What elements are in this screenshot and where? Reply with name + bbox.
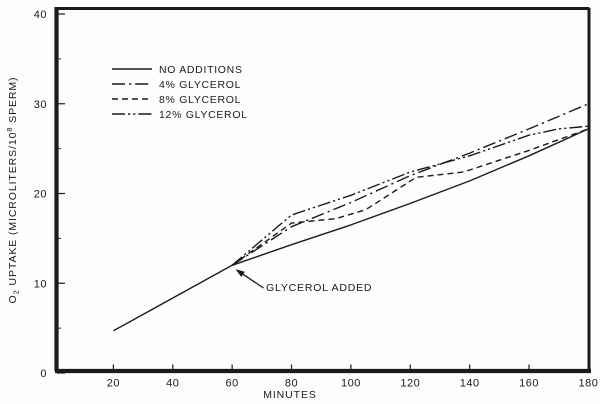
annotation-arrow: [242, 273, 264, 289]
series-line-12-glycerol: [231, 125, 589, 266]
x-axis: 20 40 60 80 100 120 140 160 180: [107, 364, 598, 390]
series-lines: [113, 103, 589, 332]
annotation-text: GLYCEROL ADDED: [266, 282, 372, 294]
series-line-no-additions: [113, 128, 589, 332]
y-tick-label: 0: [40, 368, 47, 380]
x-axis-title: MINUTES: [263, 389, 317, 401]
y-tick-label: 20: [34, 189, 47, 201]
series-line-8-glycerol: [231, 128, 589, 266]
y-axis: 0 10 20 30 40: [34, 9, 65, 380]
plot-frame: [54, 7, 591, 374]
y-tick-label: 10: [34, 278, 47, 290]
frame-left-bottom: [54, 7, 591, 374]
x-tick-label: 100: [341, 378, 361, 390]
x-tick-label: 20: [107, 378, 120, 390]
frame-top-right: [56, 7, 591, 373]
x-tick-label: 60: [226, 378, 239, 390]
x-tick-label: 180: [578, 378, 598, 390]
y-tick-label: 30: [34, 99, 47, 111]
x-tick-label: 140: [460, 378, 480, 390]
x-tick-label: 40: [166, 378, 179, 390]
legend: NO ADDITIONS 4% GLYCEROL 8% GLYCEROL 12% GL…: [112, 64, 248, 121]
annotation-glycerol-added: GLYCEROL ADDED: [235, 269, 372, 294]
y-axis-title: O2 UPTAKE (MICROLITERS/108 SPERM): [5, 77, 21, 304]
legend-label: 8% GLYCEROL: [159, 94, 241, 106]
x-tick-label: 160: [519, 378, 539, 390]
legend-label: NO ADDITIONS: [159, 64, 243, 76]
legend-label: 12% GLYCEROL: [159, 109, 248, 121]
x-tick-label: 80: [285, 378, 298, 390]
y-tick-label: 40: [34, 9, 47, 21]
series-line-4-glycerol: [231, 103, 589, 266]
annotation-arrowhead-icon: [235, 269, 245, 277]
x-tick-label: 120: [400, 378, 420, 390]
legend-label: 4% GLYCEROL: [159, 79, 241, 91]
